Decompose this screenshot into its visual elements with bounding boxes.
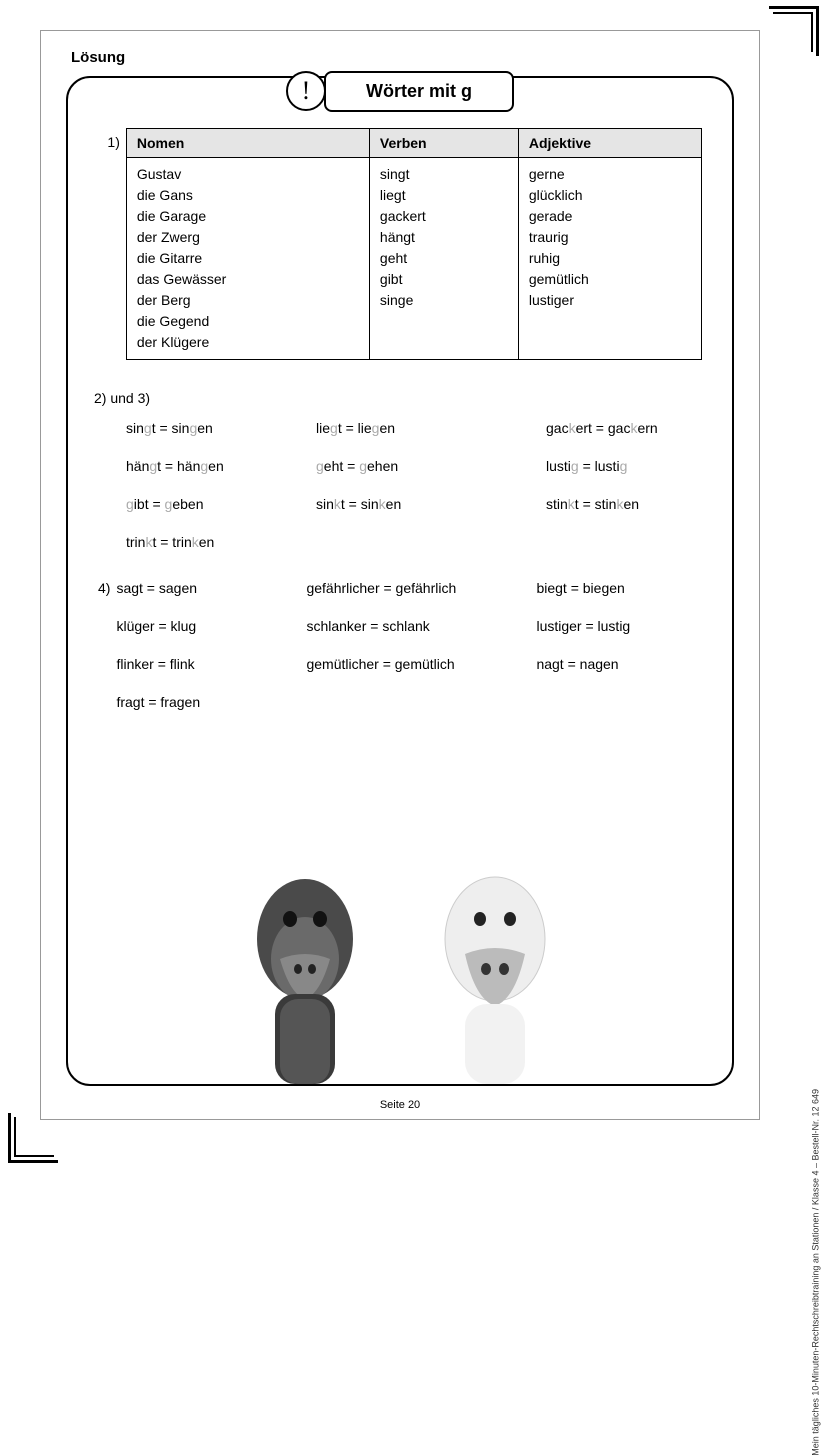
word-table: Nomen Verben Adjektive Gustavdie Gansdie…	[126, 128, 702, 360]
word-pair: klüger = klug	[116, 618, 296, 634]
question-4: 4) sagt = sagen gefährlicher = gefährlich…	[98, 580, 702, 710]
word-pair: gackert = gackern	[546, 420, 734, 436]
word-pair: geht = gehen	[316, 458, 536, 474]
th-nomen: Nomen	[126, 129, 369, 158]
table-cell-word: gerne	[529, 164, 691, 185]
table-cell-word: die Gitarre	[137, 248, 359, 269]
goose-dark-icon	[220, 824, 390, 1084]
table-cell-word: geht	[380, 248, 508, 269]
table-cell-word: lustiger	[529, 290, 691, 311]
table-cell-word: gackert	[380, 206, 508, 227]
table-cell-word: singt	[380, 164, 508, 185]
q1-number: 1)	[98, 128, 120, 150]
word-pair: gemütlicher = gemütlich	[306, 656, 526, 672]
table-cell-word: der Zwerg	[137, 227, 359, 248]
word-pair: liegt = liegen	[316, 420, 536, 436]
solution-label: Lösung	[41, 49, 759, 66]
th-adjektive: Adjektive	[518, 129, 701, 158]
table-cell-word: der Klügere	[137, 332, 359, 353]
worksheet-page: Lösung ! Wörter mit g 1) Nomen Verben Ad…	[40, 30, 760, 1120]
word-pair: flinker = flink	[116, 656, 296, 672]
word-pair: biegt = biegen	[536, 580, 734, 596]
side-publisher-text: Mein tägliches 10-Minuten-Rechtschreibtr…	[811, 1089, 821, 1456]
word-pair: lustiger = lustig	[536, 618, 734, 634]
word-pair: stinkt = stinken	[546, 496, 734, 512]
goose-light-icon	[410, 824, 580, 1084]
td-adjektive: gerneglücklichgeradetraurigruhiggemütlic…	[518, 158, 701, 360]
word-pair: lustig = lustig	[546, 458, 734, 474]
td-verben: singtliegtgackerthängtgehtgibtsinge	[369, 158, 518, 360]
word-pair: fragt = fragen	[116, 694, 296, 710]
word-pair: sagt = sagen	[116, 580, 296, 596]
table-cell-word: die Gans	[137, 185, 359, 206]
word-pair	[306, 694, 526, 710]
title-badge: ! Wörter mit g	[41, 71, 759, 112]
q4-number: 4)	[98, 580, 110, 596]
word-pair	[536, 694, 734, 710]
page-title: Wörter mit g	[324, 71, 514, 112]
table-cell-word: das Gewässer	[137, 269, 359, 290]
word-pair: sinkt = sinken	[316, 496, 536, 512]
table-cell-word: liegt	[380, 185, 508, 206]
question-1: 1) Nomen Verben Adjektive Gustavdie Gans…	[98, 128, 702, 360]
table-cell-word: singe	[380, 290, 508, 311]
word-pair	[316, 534, 536, 550]
table-cell-word: gemütlich	[529, 269, 691, 290]
table-cell-word: ruhig	[529, 248, 691, 269]
table-cell-word: die Garage	[137, 206, 359, 227]
td-nomen: Gustavdie Gansdie Garageder Zwergdie Git…	[126, 158, 369, 360]
table-cell-word: gerade	[529, 206, 691, 227]
table-cell-word: Gustav	[137, 164, 359, 185]
word-pair: trinkt = trinken	[126, 534, 306, 550]
table-cell-word: hängt	[380, 227, 508, 248]
exclamation-icon: !	[286, 71, 326, 111]
word-pair: singt = singen	[126, 420, 306, 436]
table-cell-word: gibt	[380, 269, 508, 290]
q23-grid: singt = singenliegt = liegengackert = ga…	[126, 420, 702, 550]
q4-grid: sagt = sagen gefährlicher = gefährlich bie…	[116, 580, 734, 710]
table-cell-word: die Gegend	[137, 311, 359, 332]
table-cell-word: glücklich	[529, 185, 691, 206]
word-pair: gefährlicher = gefährlich	[306, 580, 526, 596]
table-cell-word: der Berg	[137, 290, 359, 311]
word-pair: nagt = nagen	[536, 656, 734, 672]
th-verben: Verben	[369, 129, 518, 158]
word-pair: hängt = hängen	[126, 458, 306, 474]
geese-illustration	[220, 824, 580, 1084]
word-pair: gibt = geben	[126, 496, 306, 512]
q23-number: 2) und 3)	[94, 390, 702, 406]
table-cell-word: traurig	[529, 227, 691, 248]
word-pair	[546, 534, 734, 550]
word-pair: schlanker = schlank	[306, 618, 526, 634]
content-frame: 1) Nomen Verben Adjektive Gustavdie Gans…	[66, 76, 734, 1086]
page-footer: Seite 20	[41, 1099, 759, 1111]
